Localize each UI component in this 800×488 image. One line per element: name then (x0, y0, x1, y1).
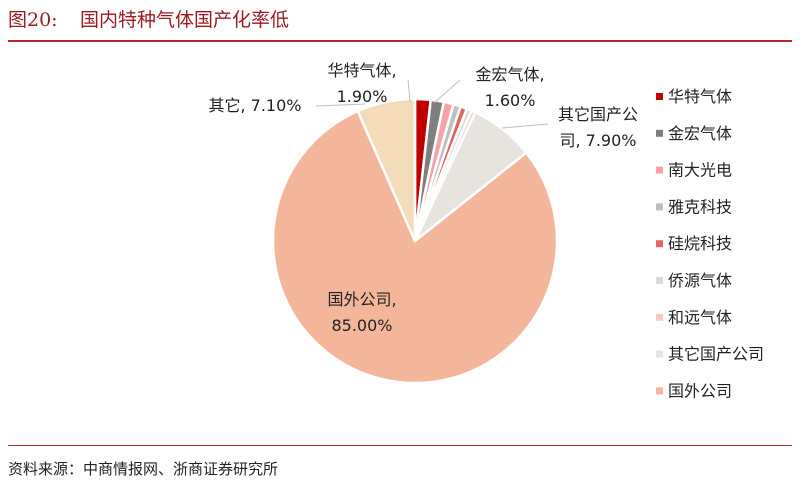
pie-slices (271, 97, 559, 385)
legend-item: 侨源气体 (656, 271, 732, 290)
figure-title: 图20: 国内特种气体国产化率低 (8, 5, 289, 32)
legend-item: 国外公司 (656, 381, 732, 400)
legend-swatch (656, 350, 663, 358)
slice-label: 国外公司, 85.00% (327, 290, 396, 335)
legend-label: 侨源气体 (668, 271, 732, 290)
slice-label-line: 司, 7.90% (559, 131, 636, 150)
legend-label: 硅烷科技 (668, 234, 732, 253)
slice-label-line: 华特气体, (327, 61, 396, 80)
legend-swatch (656, 387, 663, 395)
source-rule (8, 445, 792, 446)
slice-label: 华特气体, 1.90% (327, 61, 396, 106)
slice-label-line: 85.00% (331, 316, 392, 335)
legend-swatch (656, 129, 663, 137)
legend-swatch (656, 277, 663, 284)
legend-label: 南大光电 (668, 161, 732, 180)
slice-label-line: 金宏气体, (475, 65, 544, 84)
pie-slice (271, 109, 559, 385)
slice-label-line: 其它, 7.10% (208, 96, 301, 115)
legend-item: 雅克科技 (656, 197, 732, 216)
legend-label: 国外公司 (668, 381, 732, 400)
legend-item: 南大光电 (656, 161, 732, 180)
legend-label: 其它国产公司 (668, 345, 764, 364)
figure-number: 图20: (8, 9, 58, 31)
legend-swatch (656, 313, 663, 321)
slice-label: 其它, 7.10% (208, 96, 301, 115)
legend-label: 金宏气体 (668, 124, 732, 143)
legend-item: 和远气体 (656, 308, 732, 327)
legend-item: 硅烷科技 (656, 234, 732, 253)
leader-line (433, 79, 461, 104)
slice-label-line: 其它国产公 (558, 105, 638, 124)
legend-label: 华特气体 (668, 87, 732, 106)
legend-swatch (656, 166, 663, 174)
leader-lines (315, 79, 549, 129)
legend-item: 华特气体 (656, 87, 732, 106)
slice-label-line: 1.90% (337, 87, 388, 106)
leader-line (501, 123, 549, 129)
slice-label: 金宏气体, 1.60% (475, 65, 544, 110)
slice-label-line: 1.60% (485, 91, 536, 110)
legend-item: 金宏气体 (656, 124, 732, 143)
legend-swatch (656, 203, 663, 211)
legend-label: 雅克科技 (668, 197, 732, 216)
slice-label-line: 国外公司, (327, 290, 396, 309)
title-rule (8, 40, 792, 42)
source-note: 资料来源：中商情报网、浙商证券研究所 (8, 460, 279, 478)
leader-line (315, 103, 366, 107)
legend-label: 和远气体 (668, 308, 732, 327)
slice-labels: 华特气体, 1.90% 金宏气体, 1.60% 其它国产公司, 7.90% 国外公司, 85… (208, 61, 638, 335)
figure-title-text: 国内特种气体国产化率低 (80, 9, 290, 31)
legend-item: 其它国产公司 (656, 345, 764, 364)
pie-slice (356, 97, 417, 242)
legend-swatch (656, 93, 663, 100)
legend-swatch (656, 240, 663, 248)
leader-line (407, 79, 411, 103)
slice-label: 其它国产公司, 7.90% (558, 105, 638, 150)
